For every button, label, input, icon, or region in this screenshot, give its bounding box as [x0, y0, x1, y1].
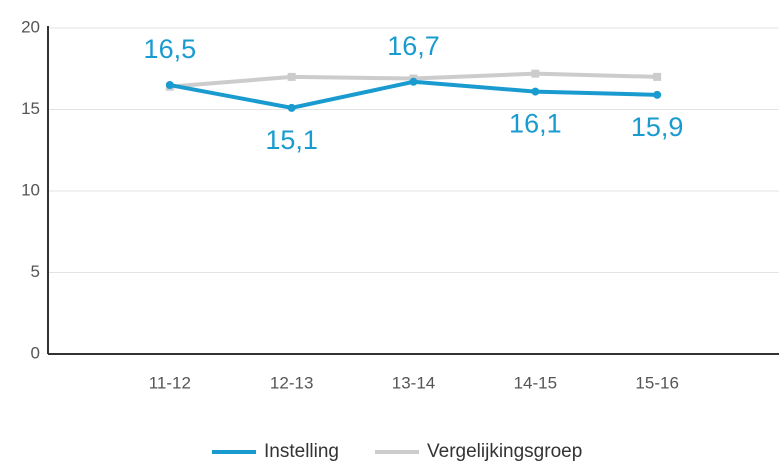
point: [165, 81, 174, 90]
data-label: 16,5: [144, 34, 197, 64]
point: [409, 77, 418, 86]
data-label: 15,1: [265, 125, 318, 155]
y-tick-label: 5: [31, 262, 40, 281]
data-label: 16,7: [387, 31, 440, 61]
legend-label: Vergelijkingsgroep: [427, 441, 582, 462]
y-tick-label: 20: [21, 17, 40, 36]
point: [287, 72, 296, 81]
data-label: 16,1: [509, 109, 562, 139]
point: [653, 90, 662, 99]
x-tick-label: 12-13: [270, 373, 313, 392]
data-label: 15,9: [631, 112, 684, 142]
point: [287, 103, 296, 112]
point: [531, 87, 540, 96]
x-tick-label: 13-14: [392, 373, 435, 392]
x-tick-label: 11-12: [149, 373, 191, 392]
y-tick-label: 15: [21, 99, 40, 118]
point: [531, 69, 540, 78]
legend-label: Instelling: [264, 441, 339, 462]
point: [653, 72, 662, 81]
x-tick-label: 15-16: [635, 373, 678, 392]
x-tick-label: 14-15: [514, 373, 557, 392]
y-tick-label: 0: [31, 343, 40, 362]
y-tick-label: 10: [21, 180, 40, 199]
